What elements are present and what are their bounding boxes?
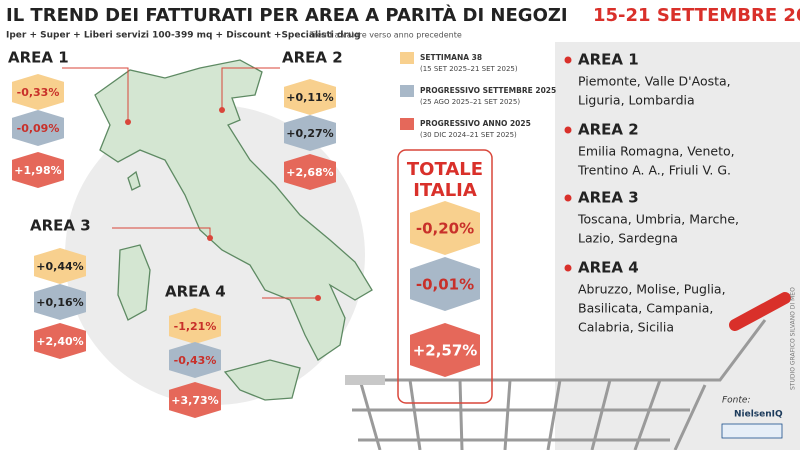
region-list: Trentino A. A., Friuli V. G. — [577, 163, 731, 178]
total-frame — [397, 149, 493, 404]
badge — [34, 323, 86, 359]
badge-value: -0,20% — [416, 220, 474, 238]
region-list: Liguria, Lombardia — [578, 93, 695, 108]
badge-value: +2,57% — [413, 342, 478, 360]
bullet — [564, 56, 572, 64]
area-name: AREA 4 — [165, 283, 226, 301]
mainland — [94, 59, 373, 361]
region-list: Calabria, Sicilia — [578, 320, 674, 335]
region-area: AREA 1 — [578, 51, 639, 69]
badge-value: -1,21% — [174, 320, 217, 333]
badge — [12, 110, 64, 146]
map-dots — [125, 107, 321, 301]
note: Trend a valore verso anno precedente — [309, 31, 462, 40]
badge — [284, 79, 336, 115]
region-area: AREA 3 — [578, 189, 639, 207]
badge — [410, 323, 480, 377]
badge — [410, 201, 480, 255]
badge-value: -0,01% — [416, 276, 474, 294]
title: IL TREND DEI FATTURATI PER AREA A PARITÀ… — [6, 4, 568, 26]
cart — [345, 319, 767, 450]
badge — [410, 257, 480, 311]
badge-value: +3,73% — [171, 394, 218, 407]
badge — [169, 382, 221, 418]
region-list: Abruzzo, Molise, Puglia, — [578, 282, 726, 297]
legend-period: (15 SET 2025–21 SET 2025) — [420, 65, 518, 73]
subtitle: Iper + Super + Liberi servizi 100-399 mq… — [6, 31, 361, 41]
region-area: AREA 4 — [578, 259, 639, 277]
badge-value: +2,40% — [36, 335, 83, 348]
legend-label: SETTIMANA 38 — [420, 53, 482, 62]
bullet — [564, 194, 572, 202]
badge — [169, 308, 221, 344]
badge — [34, 284, 86, 320]
badge-value: +2,68% — [286, 166, 333, 179]
badge-value: +1,98% — [14, 164, 61, 177]
legend-label: PROGRESSIVO SETTEMBRE 2025 — [420, 86, 556, 95]
badge-value: +0,11% — [286, 91, 333, 104]
legend-swatch — [400, 52, 414, 64]
cart-rim — [345, 375, 385, 385]
region-list: Lazio, Sardegna — [578, 231, 678, 246]
badge — [12, 74, 64, 110]
badge — [284, 154, 336, 190]
region-list: Toscana, Umbria, Marche, — [577, 212, 739, 227]
badge-value: -0,33% — [17, 86, 60, 99]
sardinia — [117, 244, 151, 321]
map — [94, 59, 373, 401]
bullet — [564, 264, 572, 272]
region-area: AREA 2 — [578, 121, 639, 139]
badge — [34, 248, 86, 284]
region-list: Basilicata, Campania, — [578, 301, 713, 316]
leaders — [62, 67, 318, 299]
legend-period: (25 AGO 2025–21 SET 2025) — [420, 98, 520, 106]
cart-handle — [729, 292, 791, 331]
region-list: Emilia Romagna, Veneto, — [578, 144, 735, 159]
source-logo: NielsenIQ — [734, 410, 783, 420]
area-name: AREA 1 — [8, 49, 69, 67]
badge — [12, 152, 64, 188]
second-logo — [721, 423, 783, 439]
area-name: AREA 2 — [282, 49, 343, 67]
legend-label: PROGRESSIVO ANNO 2025 — [420, 119, 531, 128]
area-name: AREA 3 — [30, 217, 91, 235]
badge-value: -0,09% — [17, 122, 60, 135]
total-title: ITALIA — [413, 180, 477, 201]
sicily — [223, 359, 301, 401]
credit: STUDIO GRAFICO SILVANO DI MEO — [790, 287, 797, 390]
title-date: 15-21 SETTEMBRE 2025 — [593, 5, 800, 26]
source-label: Fonte: — [722, 396, 751, 406]
bullet — [564, 126, 572, 134]
badge-value: +0,27% — [286, 127, 333, 140]
badge-value: +0,16% — [36, 296, 83, 309]
side-panel — [555, 42, 800, 450]
region-list: Piemonte, Valle D'Aosta, — [578, 74, 731, 89]
badge-value: -0,43% — [174, 354, 217, 367]
badge — [284, 115, 336, 151]
badge-value: +0,44% — [36, 260, 83, 273]
legend-swatch — [400, 118, 414, 130]
badge — [169, 342, 221, 378]
total-title: TOTALE — [407, 159, 483, 180]
legend-swatch — [400, 85, 414, 97]
corsica — [127, 170, 141, 191]
legend-period: (30 DIC 2024–21 SET 2025) — [420, 131, 517, 139]
